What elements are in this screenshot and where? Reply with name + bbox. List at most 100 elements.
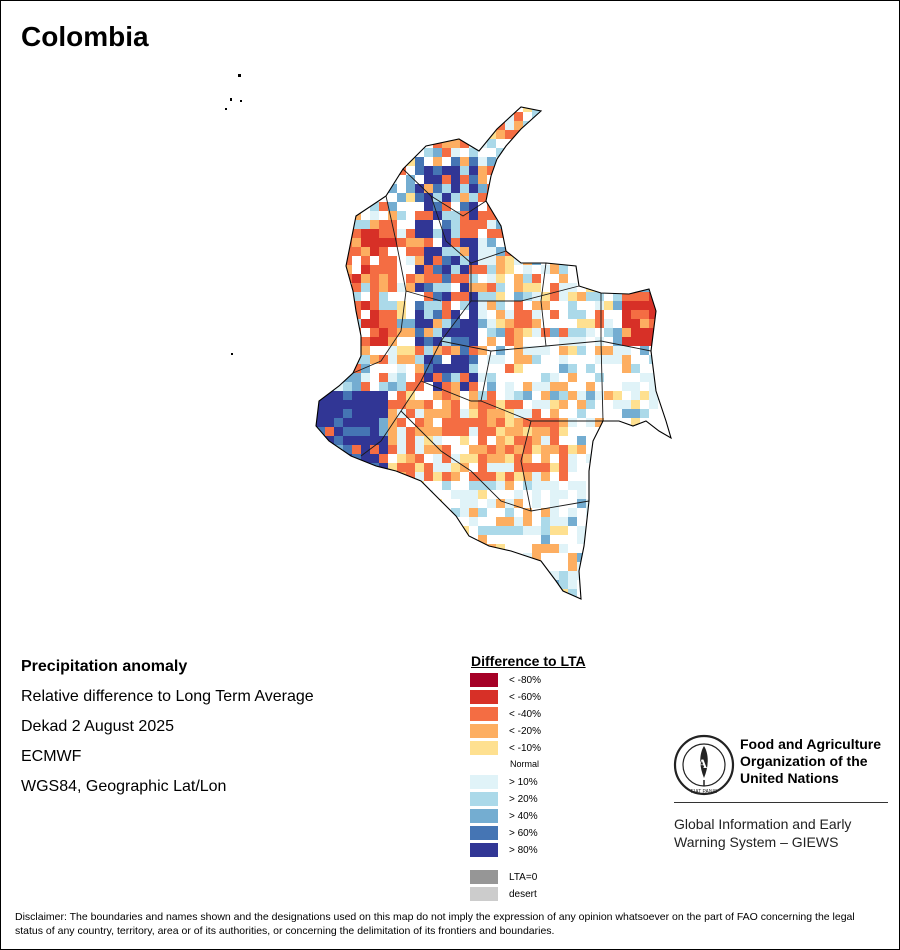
anomaly-cell: [559, 445, 568, 454]
anomaly-cell: [523, 256, 532, 265]
anomaly-cell: [568, 130, 577, 139]
anomaly-cell: [307, 526, 316, 535]
anomaly-cell: [316, 418, 325, 427]
anomaly-cell: [379, 274, 388, 283]
anomaly-cell: [514, 355, 523, 364]
anomaly-cell: [334, 409, 343, 418]
anomaly-cell: [541, 211, 550, 220]
anomaly-cell: [388, 580, 397, 589]
anomaly-cell: [316, 184, 325, 193]
anomaly-cell: [658, 121, 667, 130]
anomaly-cell: [307, 355, 316, 364]
anomaly-cell: [352, 409, 361, 418]
anomaly-cell: [559, 526, 568, 535]
anomaly-cell: [487, 472, 496, 481]
anomaly-cell: [487, 373, 496, 382]
anomaly-cell: [451, 463, 460, 472]
anomaly-cell: [406, 400, 415, 409]
anomaly-cell: [442, 283, 451, 292]
anomaly-cell: [442, 454, 451, 463]
anomaly-cell: [361, 463, 370, 472]
anomaly-cell: [505, 166, 514, 175]
anomaly-cell: [523, 193, 532, 202]
anomaly-cell: [622, 130, 631, 139]
anomaly-cell: [613, 229, 622, 238]
anomaly-cell: [424, 499, 433, 508]
anomaly-cell: [622, 454, 631, 463]
anomaly-cell: [514, 400, 523, 409]
anomaly-cell: [397, 130, 406, 139]
anomaly-cell: [667, 553, 671, 562]
anomaly-cell: [622, 499, 631, 508]
anomaly-cell: [487, 337, 496, 346]
anomaly-cell: [469, 382, 478, 391]
anomaly-cell: [379, 400, 388, 409]
anomaly-cell: [442, 256, 451, 265]
anomaly-cell: [487, 229, 496, 238]
anomaly-cell: [370, 409, 379, 418]
anomaly-cell: [370, 400, 379, 409]
anomaly-cell: [316, 454, 325, 463]
anomaly-cell: [631, 292, 640, 301]
anomaly-cell: [595, 121, 604, 130]
anomaly-cell: [658, 157, 667, 166]
anomaly-cell: [532, 319, 541, 328]
anomaly-cell: [397, 400, 406, 409]
anomaly-cell: [478, 256, 487, 265]
anomaly-cell: [406, 436, 415, 445]
anomaly-cell: [541, 436, 550, 445]
anomaly-cell: [316, 373, 325, 382]
anomaly-cell: [577, 211, 586, 220]
anomaly-cell: [379, 229, 388, 238]
anomaly-cell: [325, 265, 334, 274]
anomaly-cell: [307, 301, 316, 310]
anomaly-cell: [334, 265, 343, 274]
anomaly-cell: [541, 301, 550, 310]
anomaly-cell: [442, 463, 451, 472]
anomaly-cell: [388, 427, 397, 436]
anomaly-cell: [586, 391, 595, 400]
anomaly-cell: [316, 229, 325, 238]
anomaly-cell: [640, 517, 649, 526]
anomaly-cell: [397, 508, 406, 517]
anomaly-cell: [640, 265, 649, 274]
legend-swatch: [470, 690, 498, 704]
anomaly-cell: [406, 427, 415, 436]
anomaly-cell: [307, 328, 316, 337]
anomaly-cell: [577, 571, 586, 580]
anomaly-cell: [649, 121, 658, 130]
anomaly-cell: [325, 274, 334, 283]
anomaly-cell: [631, 229, 640, 238]
anomaly-cell: [568, 562, 577, 571]
anomaly-cell: [595, 148, 604, 157]
anomaly-cell: [523, 166, 532, 175]
anomaly-cell: [415, 364, 424, 373]
anomaly-cell: [325, 409, 334, 418]
anomaly-cell: [415, 382, 424, 391]
anomaly-cell: [640, 436, 649, 445]
anomaly-cell: [505, 319, 514, 328]
anomaly-cell: [334, 463, 343, 472]
anomaly-cell: [451, 130, 460, 139]
anomaly-cell: [442, 175, 451, 184]
anomaly-cell: [424, 310, 433, 319]
anomaly-cell: [658, 148, 667, 157]
anomaly-cell: [352, 301, 361, 310]
anomaly-cell: [343, 544, 352, 553]
anomaly-cell: [649, 391, 658, 400]
anomaly-cell: [523, 229, 532, 238]
anomaly-cell: [478, 184, 487, 193]
anomaly-cell: [325, 121, 334, 130]
anomaly-cell: [631, 418, 640, 427]
anomaly-cell: [388, 319, 397, 328]
anomaly-cell: [640, 247, 649, 256]
anomaly-cell: [523, 238, 532, 247]
legend-swatch: [470, 887, 498, 901]
anomaly-cell: [649, 319, 658, 328]
anomaly-cell: [316, 526, 325, 535]
anomaly-cell: [631, 382, 640, 391]
anomaly-cell: [451, 382, 460, 391]
anomaly-cell: [397, 409, 406, 418]
anomaly-cell: [343, 319, 352, 328]
anomaly-cell: [568, 193, 577, 202]
